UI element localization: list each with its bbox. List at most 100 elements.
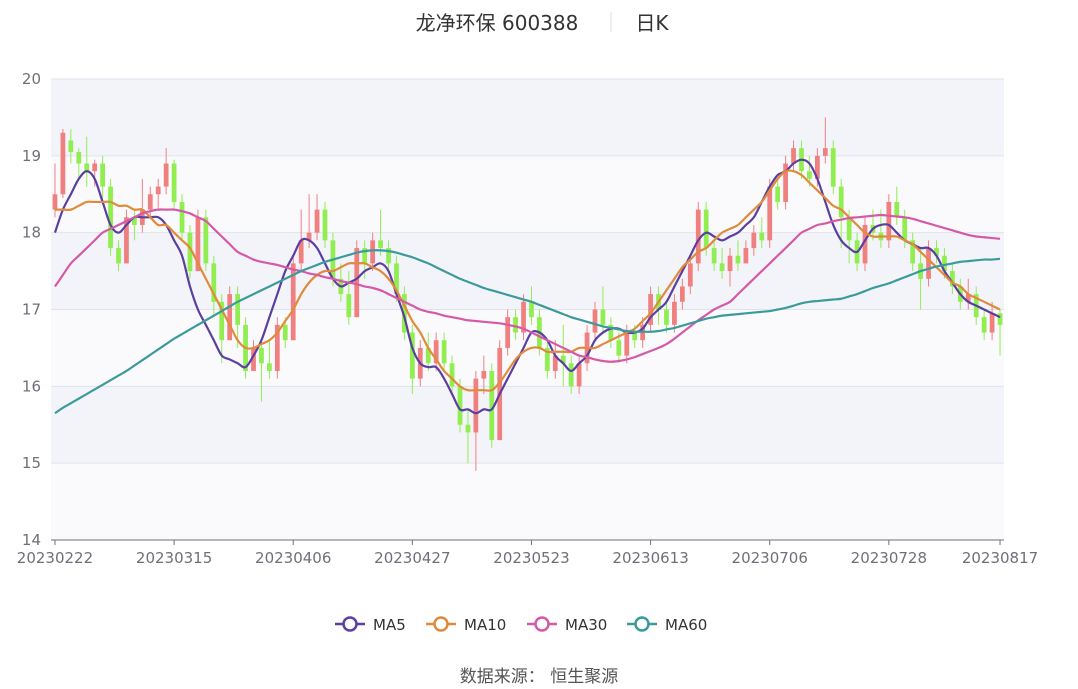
candle-body[interactable]: [481, 370, 487, 379]
candle[interactable]: [179, 194, 185, 241]
candle-body[interactable]: [489, 370, 495, 441]
candle-body[interactable]: [402, 294, 407, 333]
candle-body[interactable]: [259, 347, 264, 364]
candle-body[interactable]: [942, 255, 947, 272]
candle[interactable]: [386, 240, 391, 272]
candle-body[interactable]: [378, 240, 383, 249]
candle[interactable]: [52, 163, 58, 218]
candle-body[interactable]: [92, 163, 98, 172]
candle-body[interactable]: [68, 140, 74, 152]
candle[interactable]: [489, 363, 495, 448]
candle[interactable]: [409, 324, 415, 395]
candle-body[interactable]: [560, 355, 566, 364]
legend[interactable]: MA5 MA10 MA30 MA60: [335, 616, 707, 634]
candle[interactable]: [481, 355, 487, 395]
candle[interactable]: [600, 286, 606, 333]
candle-body[interactable]: [830, 148, 836, 187]
moving-average-lines[interactable]: [53, 158, 1001, 415]
candle[interactable]: [529, 286, 534, 325]
candle-body[interactable]: [108, 186, 113, 249]
candle[interactable]: [949, 263, 955, 295]
candle-body[interactable]: [227, 294, 233, 341]
candle[interactable]: [743, 240, 749, 264]
candle-body[interactable]: [886, 201, 892, 241]
candle[interactable]: [735, 240, 741, 272]
candle-body[interactable]: [100, 163, 106, 187]
candle-body[interactable]: [211, 263, 217, 302]
series-line-ma60[interactable]: [54, 249, 1001, 415]
candle[interactable]: [425, 332, 431, 371]
candle[interactable]: [679, 278, 685, 310]
candle[interactable]: [783, 155, 788, 210]
candle-body[interactable]: [783, 163, 788, 202]
candle-body[interactable]: [282, 324, 288, 341]
candle[interactable]: [116, 240, 121, 272]
candle-body[interactable]: [346, 294, 352, 318]
candle[interactable]: [862, 217, 868, 272]
candle-body[interactable]: [354, 248, 360, 318]
candle[interactable]: [259, 340, 264, 402]
series-line-ma5[interactable]: [53, 158, 1001, 415]
candle-body[interactable]: [775, 186, 781, 202]
candle[interactable]: [608, 317, 614, 348]
candle[interactable]: [449, 355, 455, 395]
candle[interactable]: [211, 255, 217, 318]
candle-body[interactable]: [862, 224, 868, 264]
candle[interactable]: [513, 309, 518, 341]
candle-body[interactable]: [934, 248, 939, 256]
candle-body[interactable]: [910, 240, 916, 264]
legend-item-ma10[interactable]: MA10: [426, 616, 506, 634]
candle[interactable]: [894, 186, 900, 225]
candle[interactable]: [60, 128, 66, 199]
candle[interactable]: [68, 128, 74, 164]
candle-body[interactable]: [989, 313, 995, 333]
candle[interactable]: [227, 286, 233, 341]
candle[interactable]: [727, 248, 733, 287]
candle-body[interactable]: [386, 248, 391, 264]
candle-body[interactable]: [370, 240, 376, 264]
candle[interactable]: [886, 194, 892, 249]
candle-body[interactable]: [767, 186, 773, 241]
candle[interactable]: [235, 286, 241, 348]
candle-body[interactable]: [664, 309, 669, 325]
candle[interactable]: [100, 155, 106, 202]
candle-body[interactable]: [608, 324, 614, 341]
candle[interactable]: [124, 209, 129, 264]
candle[interactable]: [505, 309, 511, 356]
candle-body[interactable]: [52, 194, 58, 210]
candle-body[interactable]: [306, 232, 312, 241]
candle-body[interactable]: [965, 294, 971, 302]
candle[interactable]: [76, 148, 82, 179]
candle-body[interactable]: [544, 347, 550, 371]
candle-body[interactable]: [409, 332, 415, 379]
candle-body[interactable]: [735, 255, 741, 264]
candle[interactable]: [473, 370, 479, 471]
candle-body[interactable]: [505, 317, 511, 348]
candle-body[interactable]: [314, 209, 320, 233]
candle[interactable]: [751, 224, 757, 256]
candle[interactable]: [346, 271, 352, 325]
candle-body[interactable]: [727, 255, 733, 272]
candle-body[interactable]: [624, 332, 630, 356]
candle[interactable]: [544, 340, 550, 379]
candle-body[interactable]: [616, 340, 622, 356]
legend-item-ma60[interactable]: MA60: [627, 616, 707, 634]
candle[interactable]: [592, 301, 598, 341]
candle[interactable]: [314, 194, 320, 241]
candle[interactable]: [92, 159, 98, 187]
candle-body[interactable]: [648, 294, 653, 325]
candle[interactable]: [830, 140, 836, 195]
candle-body[interactable]: [902, 217, 908, 241]
candle-body[interactable]: [425, 347, 431, 364]
candle-body[interactable]: [997, 313, 1003, 325]
candle-body[interactable]: [568, 363, 574, 387]
candle[interactable]: [672, 294, 677, 333]
candle[interactable]: [155, 178, 161, 210]
candle[interactable]: [370, 232, 376, 272]
candle-body[interactable]: [274, 324, 280, 371]
candle-body[interactable]: [235, 294, 241, 325]
candle-body[interactable]: [163, 163, 169, 187]
candle[interactable]: [84, 136, 90, 187]
candle-body[interactable]: [846, 217, 852, 241]
candle[interactable]: [219, 294, 225, 364]
